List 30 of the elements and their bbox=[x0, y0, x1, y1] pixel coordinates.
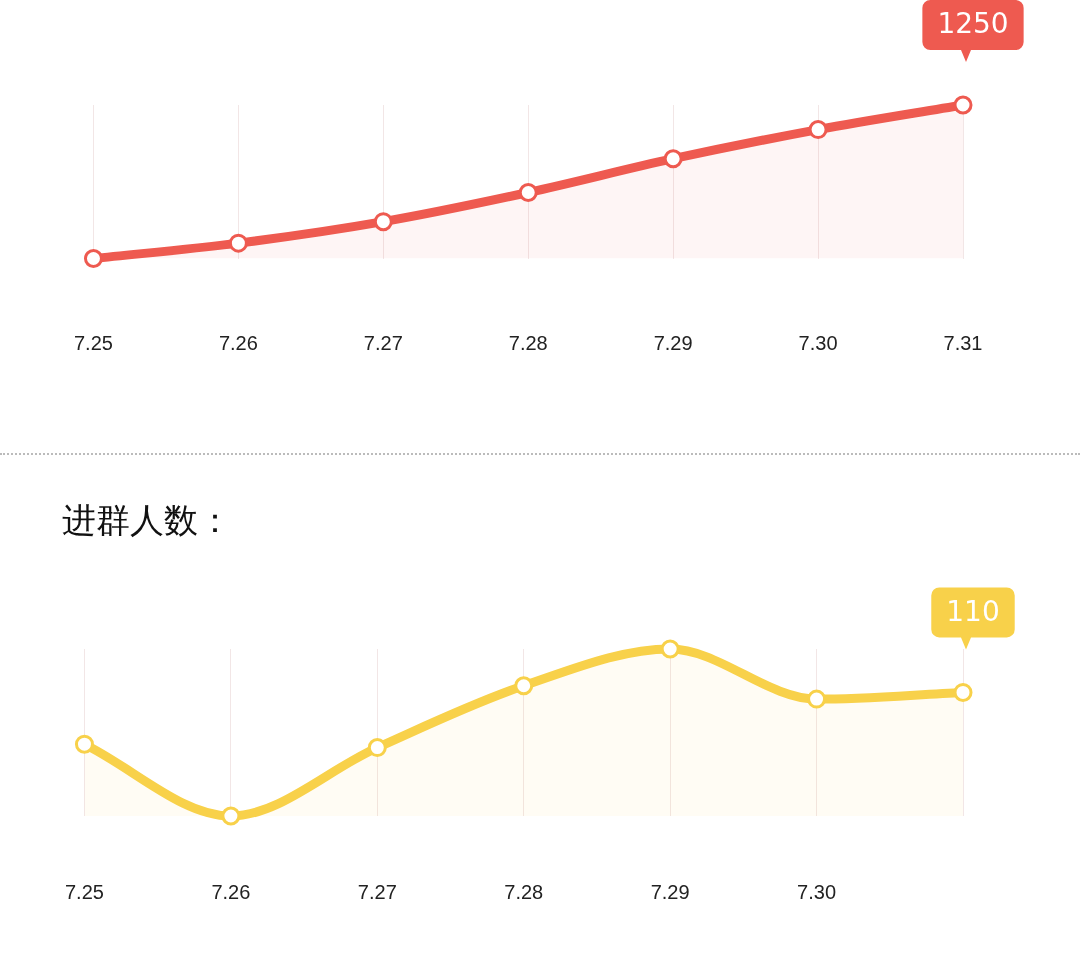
x-tick-label: 7.28 bbox=[508, 332, 548, 355]
x-tick-label: 7.31 bbox=[943, 332, 983, 355]
x-tick-label: 7.27 bbox=[357, 880, 397, 903]
point bbox=[518, 183, 538, 202]
point bbox=[83, 249, 103, 268]
point bbox=[367, 738, 387, 758]
annotation: 1250 bbox=[937, 7, 1009, 41]
point bbox=[808, 120, 828, 140]
x-tick-label: 7.27 bbox=[363, 332, 403, 355]
point bbox=[807, 689, 827, 709]
point bbox=[953, 95, 973, 115]
point bbox=[74, 734, 94, 754]
x-tick-label: 7.28 bbox=[504, 880, 544, 903]
point bbox=[228, 233, 248, 253]
point bbox=[953, 682, 973, 702]
x-tick-label: 7.26 bbox=[211, 880, 251, 903]
annotation: 110 bbox=[946, 594, 1000, 628]
x-tick-label: 7.26 bbox=[218, 332, 258, 355]
point bbox=[514, 676, 534, 696]
x-tick-label: 7.25 bbox=[64, 880, 104, 903]
x-tick-label: 7.29 bbox=[653, 332, 693, 355]
x-tick-label: 7.30 bbox=[797, 880, 837, 903]
chart-title: 进群人数： bbox=[62, 499, 232, 542]
point bbox=[660, 639, 680, 659]
point bbox=[221, 806, 241, 826]
point bbox=[373, 212, 393, 232]
point bbox=[663, 149, 683, 169]
x-tick-label: 7.30 bbox=[798, 332, 838, 355]
x-tick-label: 7.29 bbox=[650, 880, 690, 903]
x-tick-label: 7.25 bbox=[73, 332, 113, 355]
